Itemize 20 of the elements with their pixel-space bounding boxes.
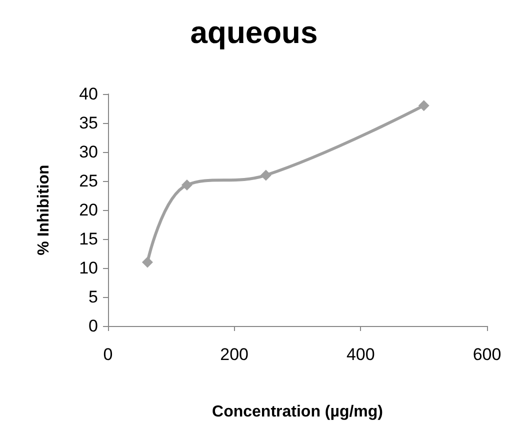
- y-tick-label: 40: [79, 84, 98, 104]
- y-tick-label: 15: [79, 230, 98, 248]
- x-tick-label: 0: [103, 345, 113, 364]
- point: [142, 256, 153, 268]
- y-tick-label: 0: [88, 316, 98, 336]
- y-axis-title: % Inhibition: [36, 164, 52, 256]
- x-tick-label: 600: [472, 345, 502, 364]
- point: [418, 100, 430, 112]
- y-tick-label: 10: [79, 258, 98, 278]
- x-tick-label: 400: [346, 345, 375, 364]
- x-axis-title: Concentration (µg/mg): [212, 404, 383, 420]
- y-tick-label: 5: [88, 288, 98, 306]
- point: [181, 180, 192, 191]
- chart-title: aqueous: [190, 15, 318, 50]
- y-tick-label: 25: [79, 172, 98, 190]
- x-tick-label: 200: [220, 345, 249, 364]
- y-tick-label: 20: [79, 200, 98, 220]
- point: [260, 170, 272, 181]
- y-tick-label: 30: [79, 142, 98, 162]
- y-tick-label: 35: [79, 114, 98, 132]
